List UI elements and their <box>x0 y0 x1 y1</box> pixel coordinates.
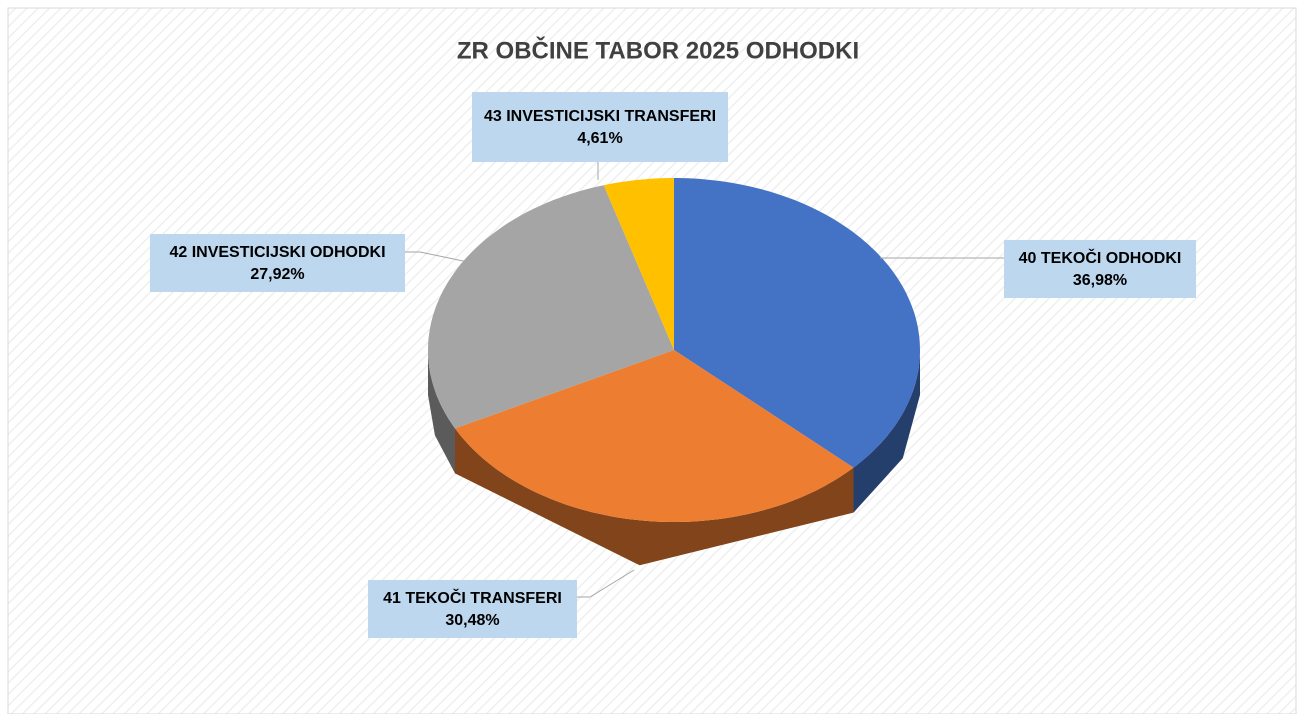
pie-slice <box>428 185 674 429</box>
label-box <box>1004 240 1196 298</box>
label-value: 36,98% <box>1073 272 1127 289</box>
label-value: 30,48% <box>445 612 499 629</box>
chart-title: ZR OBČINE TABOR 2025 ODHODKI <box>457 36 859 64</box>
label-category: 42 INVESTICIJSKI ODHODKI <box>169 244 385 261</box>
leader-line <box>577 569 635 598</box>
pie-slice-side <box>853 350 920 513</box>
label-value: 4,61% <box>577 130 622 147</box>
label-box <box>368 580 577 638</box>
label-box <box>472 92 728 162</box>
label-box <box>150 234 405 292</box>
labels: 40 TEKOČI ODHODKI 36,98% 41 TEKOČI TRANSFE… <box>150 92 1196 638</box>
label-category: 43 INVESTICIJSKI TRANSFERI <box>484 108 716 125</box>
label-category: 41 TEKOČI TRANSFERI <box>383 588 562 607</box>
pie-slice <box>603 178 674 350</box>
pie-slice-side <box>428 350 455 474</box>
pie-slice <box>674 178 920 468</box>
leader-line <box>405 251 469 263</box>
pie <box>428 178 920 566</box>
pie-slice-side <box>455 428 854 566</box>
label-value: 27,92% <box>250 266 304 283</box>
label-category: 40 TEKOČI ODHODKI <box>1019 248 1182 267</box>
pie-slice <box>455 350 854 522</box>
